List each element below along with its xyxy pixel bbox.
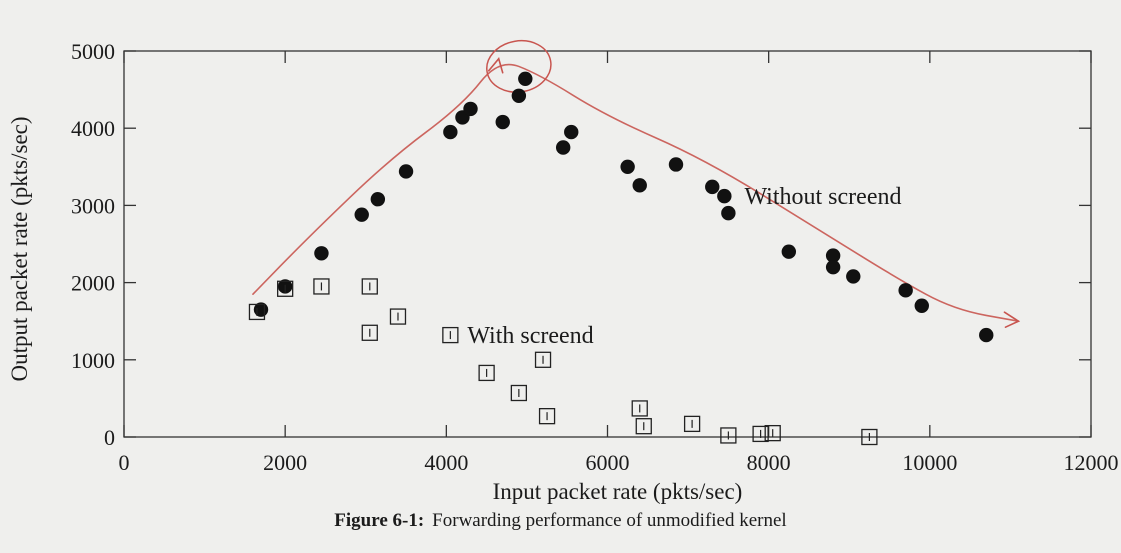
data-point-circle bbox=[314, 246, 329, 261]
data-point-square bbox=[538, 408, 556, 425]
data-point-square bbox=[631, 400, 648, 417]
data-point-circle bbox=[518, 71, 533, 86]
label-without-screend: Without screend bbox=[744, 184, 901, 210]
x-tick-label: 4000 bbox=[424, 450, 468, 475]
data-point-square bbox=[478, 364, 495, 382]
data-point-square bbox=[313, 278, 330, 295]
y-tick-label: 3000 bbox=[71, 193, 115, 218]
data-point-circle bbox=[632, 178, 647, 193]
data-point-circle bbox=[495, 114, 510, 130]
data-point-square bbox=[277, 280, 294, 297]
x-tick-label: 10000 bbox=[902, 450, 957, 475]
x-tick-label: 6000 bbox=[586, 450, 630, 475]
caption-text: Forwarding performance of unmodified ker… bbox=[432, 510, 787, 531]
x-tick-label: 2000 bbox=[263, 450, 307, 475]
data-point-circle bbox=[705, 179, 720, 195]
y-tick-label: 2000 bbox=[71, 271, 115, 296]
data-point-square bbox=[764, 424, 781, 442]
data-point-square bbox=[861, 428, 878, 446]
x-tick-label: 8000 bbox=[747, 450, 791, 475]
x-axis-title: Input packet rate (pkts/sec) bbox=[493, 479, 743, 504]
data-point-circle bbox=[620, 159, 635, 174]
data-point-circle bbox=[668, 157, 684, 172]
data-point-square bbox=[248, 303, 266, 321]
handdrawn-peak-arrowhead bbox=[487, 57, 504, 74]
data-point-circle bbox=[717, 188, 732, 204]
data-point-circle bbox=[511, 88, 527, 103]
data-point-square bbox=[683, 415, 701, 433]
data-point-square bbox=[510, 384, 528, 402]
data-point-square bbox=[635, 418, 652, 435]
data-point-circle bbox=[354, 207, 369, 222]
data-point-circle bbox=[781, 244, 797, 259]
data-point-circle bbox=[914, 298, 929, 313]
handdrawn-trend-arrow bbox=[252, 63, 1020, 322]
legend-square-marker bbox=[442, 326, 459, 344]
figure-caption: Figure 6-1: Forwarding performance of unm… bbox=[0, 510, 1121, 532]
data-point-square bbox=[720, 427, 737, 444]
data-point-circle bbox=[898, 283, 913, 298]
data-point-circle bbox=[979, 327, 994, 343]
data-point-circle bbox=[555, 140, 571, 155]
x-tick-label: 0 bbox=[119, 450, 130, 475]
data-point-circle bbox=[443, 124, 458, 140]
data-point-square bbox=[361, 278, 378, 295]
data-point-square bbox=[752, 425, 769, 443]
label-with-screend: With screend bbox=[467, 323, 593, 349]
handdrawn-arrowhead bbox=[1003, 311, 1021, 328]
plot-frame bbox=[123, 50, 1092, 438]
x-tick-label: 12000 bbox=[1064, 450, 1119, 475]
y-tick-label: 5000 bbox=[71, 39, 115, 64]
caption-label: Figure 6-1: bbox=[334, 510, 425, 531]
y-tick-label: 0 bbox=[104, 425, 115, 450]
data-point-circle bbox=[564, 124, 579, 140]
data-point-square bbox=[389, 308, 407, 325]
data-point-circle bbox=[463, 101, 478, 117]
data-point-circle bbox=[370, 192, 386, 207]
data-point-square bbox=[534, 351, 552, 368]
y-tick-label: 4000 bbox=[71, 116, 115, 141]
data-point-circle bbox=[825, 259, 841, 275]
data-point-circle bbox=[721, 205, 736, 221]
y-tick-label: 1000 bbox=[71, 348, 115, 373]
data-point-square bbox=[361, 324, 378, 341]
series-with-screend bbox=[248, 278, 878, 446]
y-axis-title: Output packet rate (pkts/sec) bbox=[7, 116, 32, 381]
data-point-circle bbox=[846, 269, 861, 284]
data-point-circle bbox=[825, 248, 841, 263]
data-point-circle bbox=[398, 164, 414, 179]
